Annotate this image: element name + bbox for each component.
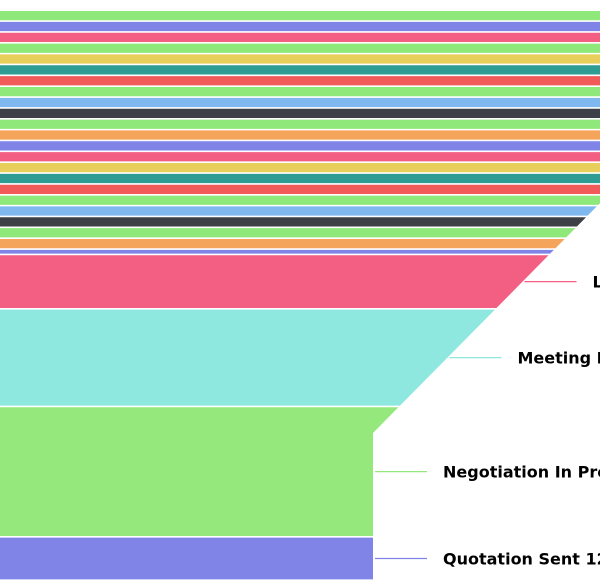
funnel-segment[interactable] bbox=[0, 108, 600, 118]
funnel-segment[interactable] bbox=[0, 32, 600, 42]
funnel-segment[interactable] bbox=[0, 228, 576, 238]
funnel-segment[interactable] bbox=[0, 537, 373, 580]
funnel-segment[interactable] bbox=[0, 239, 565, 249]
funnel-segment[interactable] bbox=[0, 43, 600, 53]
funnel-segment[interactable] bbox=[0, 130, 600, 140]
funnel-segments bbox=[0, 11, 600, 580]
funnel-segment[interactable] bbox=[0, 407, 399, 536]
funnel-segment[interactable] bbox=[0, 255, 549, 308]
funnel-segment[interactable] bbox=[0, 76, 600, 86]
segment-label: Le bbox=[593, 273, 600, 292]
funnel-segment[interactable] bbox=[0, 195, 600, 205]
funnel-segment[interactable] bbox=[0, 65, 600, 75]
funnel-segment[interactable] bbox=[0, 97, 600, 108]
funnel-segment[interactable] bbox=[0, 11, 600, 21]
funnel-segment[interactable] bbox=[0, 87, 600, 97]
segment-label: Meeting Fix bbox=[517, 349, 600, 368]
segment-label: Quotation Sent 12 ( bbox=[443, 549, 600, 568]
funnel-segment[interactable] bbox=[0, 217, 587, 227]
funnel-segment[interactable] bbox=[0, 173, 600, 184]
funnel-segment[interactable] bbox=[0, 54, 600, 64]
funnel-segment[interactable] bbox=[0, 152, 600, 162]
funnel-segment[interactable] bbox=[0, 21, 600, 32]
funnel-segment[interactable] bbox=[0, 309, 495, 406]
funnel-segment[interactable] bbox=[0, 163, 600, 173]
funnel-segment[interactable] bbox=[0, 249, 554, 254]
segment-labels: Le Meeting Fix Negotiation In Progr Quotati… bbox=[443, 273, 600, 569]
leader-lines bbox=[375, 281, 577, 560]
funnel-segment[interactable] bbox=[0, 206, 597, 216]
funnel-segment[interactable] bbox=[0, 119, 600, 129]
funnel-segment[interactable] bbox=[0, 184, 600, 194]
funnel-segment[interactable] bbox=[0, 141, 600, 151]
segment-label: Negotiation In Progr bbox=[443, 463, 600, 482]
